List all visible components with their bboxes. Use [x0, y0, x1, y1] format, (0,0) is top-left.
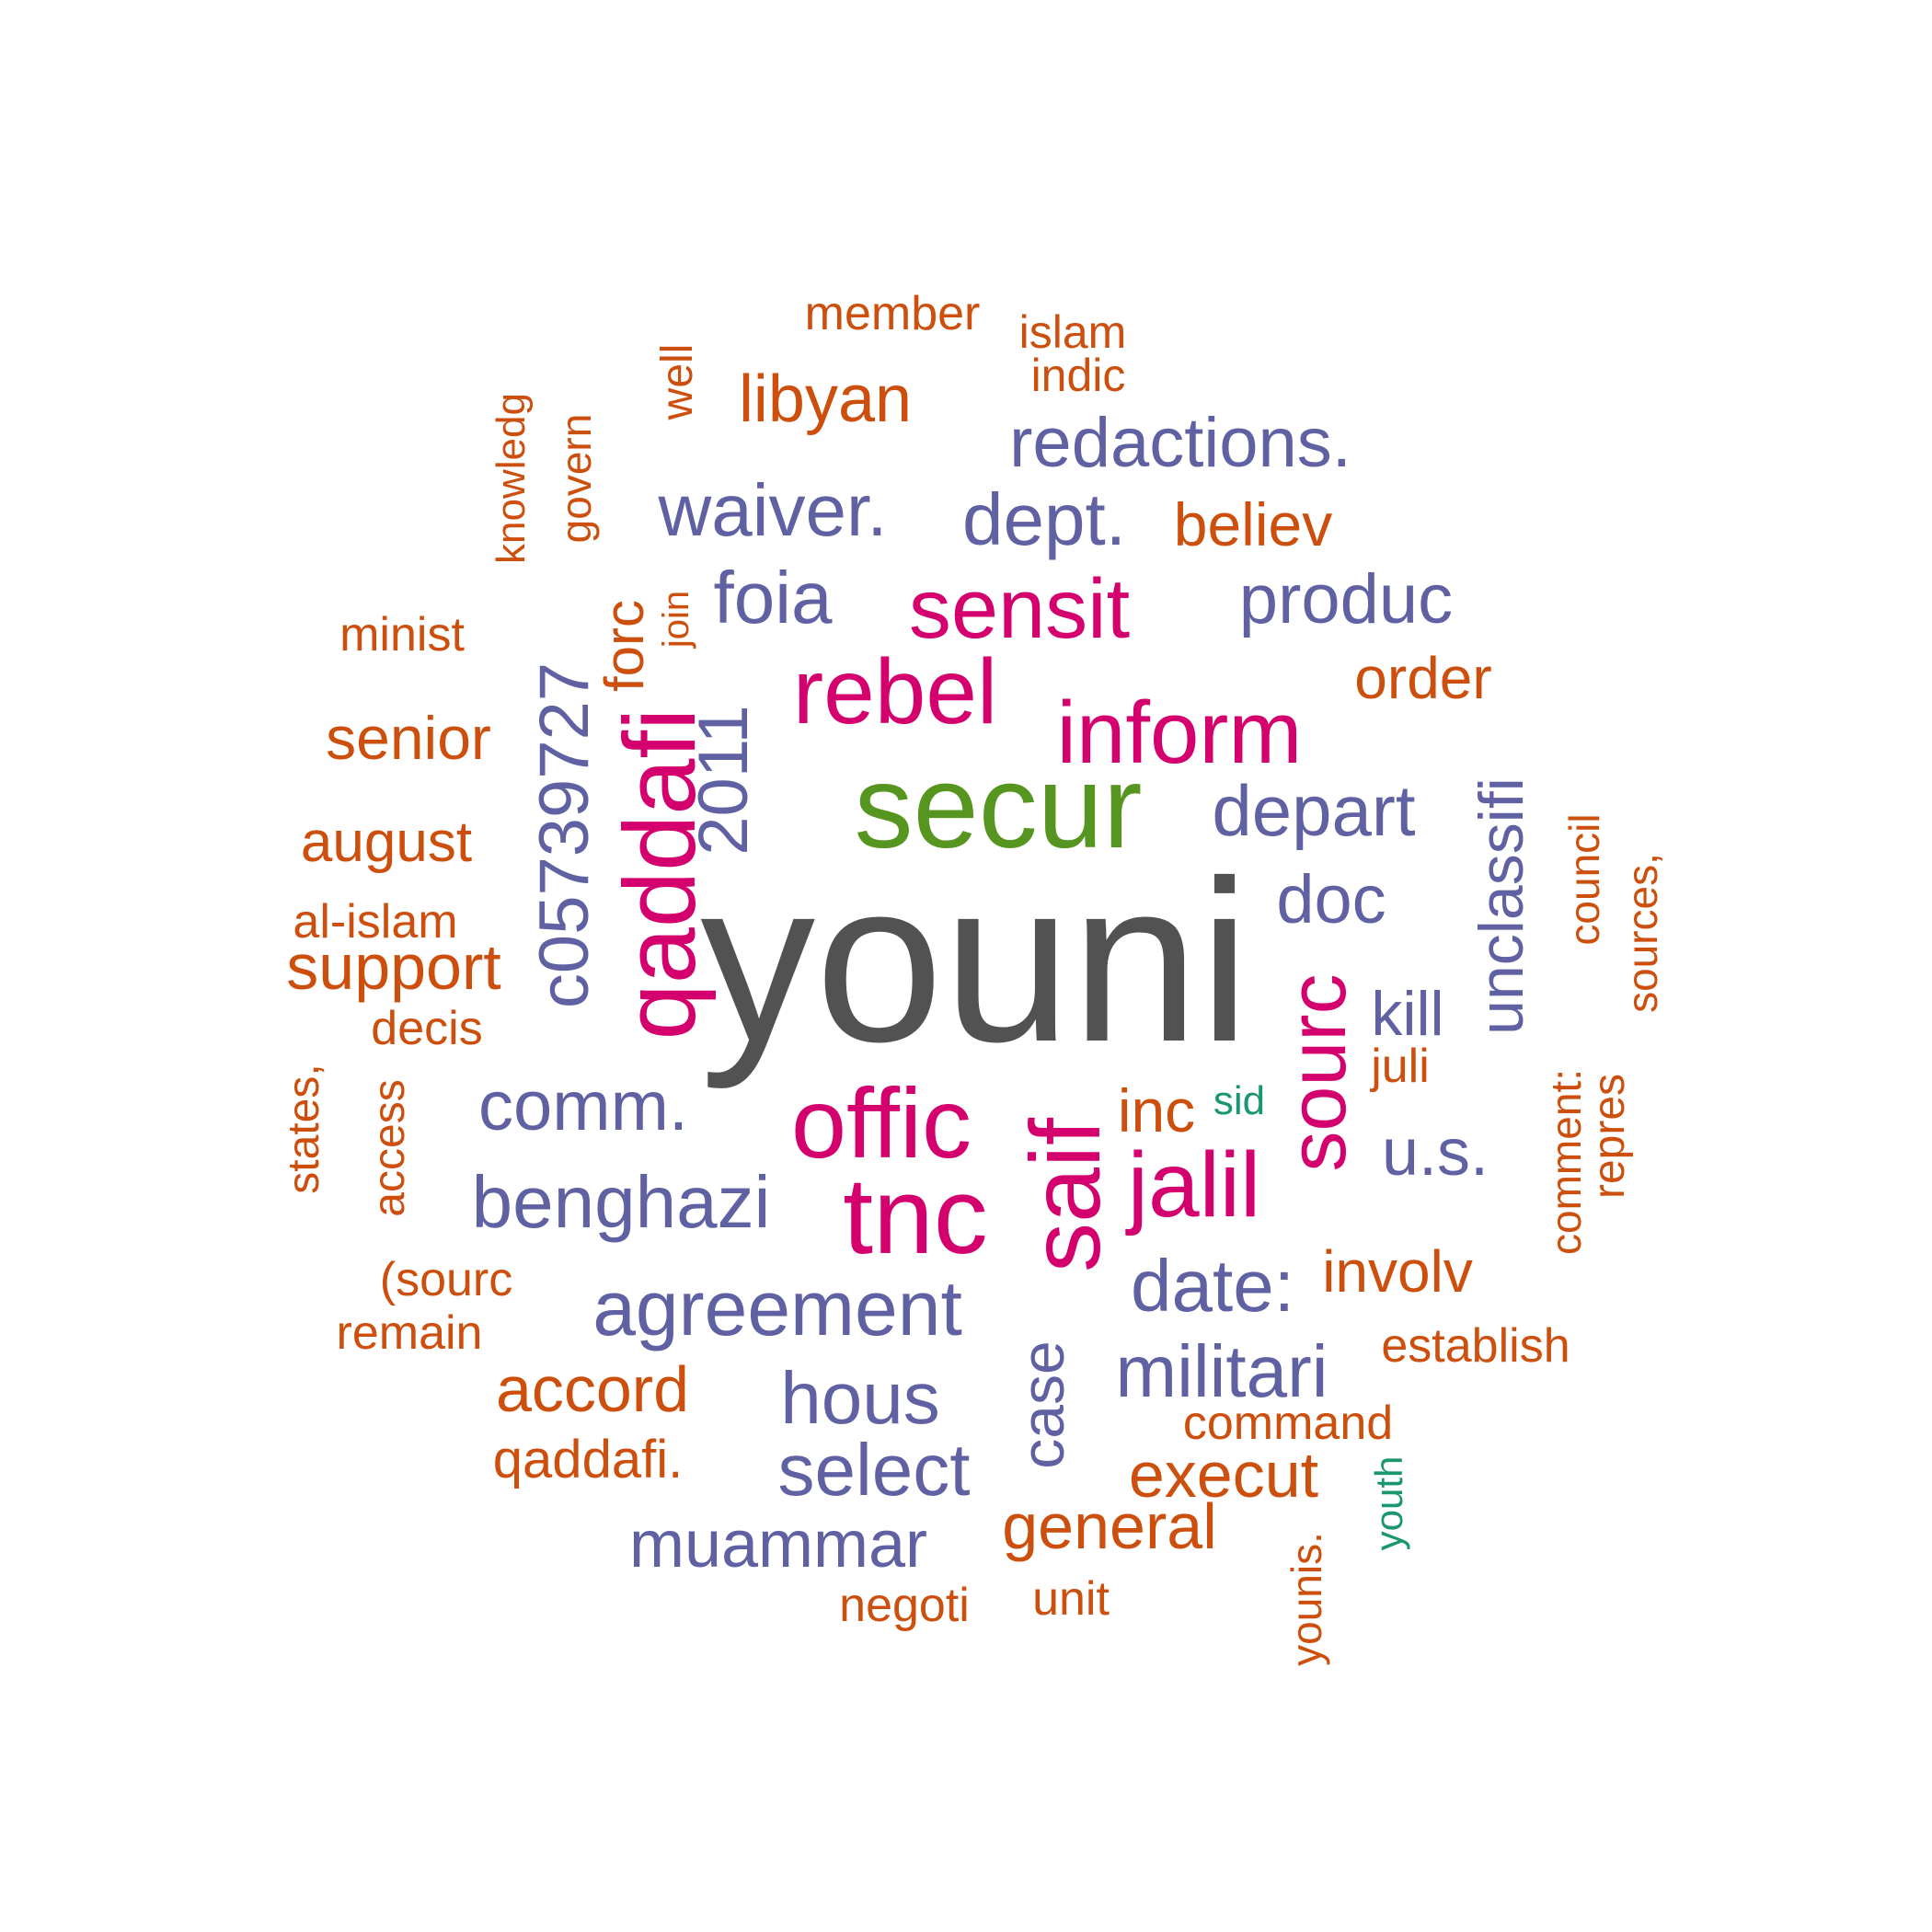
word-govern: govern — [552, 413, 600, 544]
word-us: u.s. — [1381, 1116, 1489, 1190]
word-forc: forc — [593, 599, 655, 693]
word-sourc: sourc — [1271, 973, 1363, 1172]
word-order: order — [1354, 645, 1492, 711]
word-saif: saif — [1009, 1117, 1121, 1273]
word-august: august — [300, 811, 473, 874]
word-tnc: tnc — [843, 1156, 988, 1277]
word-agreement: agreement — [592, 1265, 962, 1351]
word-establish: establish — [1381, 1319, 1570, 1373]
word-comment: comment: — [1542, 1069, 1590, 1255]
word-support: support — [286, 931, 501, 1003]
word-hous: hous — [780, 1357, 940, 1439]
word-remain: remain — [336, 1306, 483, 1360]
word-member: member — [804, 287, 981, 340]
word-juli: juli — [1371, 1040, 1430, 1093]
word-younis: younis. — [1282, 1532, 1330, 1666]
word-qaddafi: qaddafi. — [492, 1430, 684, 1489]
word-comm: comm. — [478, 1067, 688, 1145]
word-command: command — [1182, 1397, 1394, 1450]
word-date: date: — [1131, 1245, 1294, 1327]
word-benghazi: benghazi — [471, 1161, 771, 1243]
word-militari: militari — [1115, 1330, 1328, 1412]
word-council: council — [1560, 813, 1608, 946]
word-sid: sid — [1213, 1078, 1266, 1123]
word-repres: repres — [1585, 1073, 1634, 1200]
word-produc: produc — [1238, 560, 1454, 638]
word-general: general — [1002, 1490, 1217, 1562]
word-doc: doc — [1276, 861, 1386, 937]
word-islam: islam — [1018, 306, 1127, 358]
word-secur: secur — [854, 742, 1143, 873]
word-indic: indic — [1030, 350, 1126, 401]
word-muammar: muammar — [628, 1508, 928, 1581]
word-join: join — [656, 590, 696, 649]
word-access: access — [365, 1079, 414, 1217]
word-redactions: redactions. — [1009, 404, 1351, 482]
word-believ: believ — [1173, 490, 1333, 558]
word-waiver: waiver. — [658, 469, 888, 551]
word-unclassifi: unclassifi — [1466, 777, 1536, 1035]
word-2011: 2011 — [684, 705, 763, 856]
word-youni: youni — [700, 833, 1250, 1089]
word-sourc: (sourc — [379, 1253, 513, 1306]
word-execut: execut — [1128, 1439, 1319, 1511]
word-inc: inc — [1117, 1076, 1196, 1144]
word-sensit: sensit — [908, 562, 1131, 656]
word-dept: dept. — [962, 478, 1126, 560]
word-libyan: libyan — [738, 362, 913, 436]
word-al-islam: al-islam — [293, 895, 458, 949]
word-c05739727: c05739727 — [525, 661, 604, 1009]
word-states: states, — [280, 1064, 328, 1194]
word-depart: depart — [1212, 770, 1416, 851]
word-offic: offic — [790, 1067, 972, 1179]
word-decis: decis — [371, 1002, 483, 1055]
word-negoti: negoti — [839, 1579, 970, 1632]
word-rebel: rebel — [792, 640, 998, 743]
word-sources: sources, — [1618, 853, 1666, 1013]
word-senior: senior — [326, 704, 491, 772]
word-foia: foia — [713, 557, 833, 638]
word-minist: minist — [339, 608, 465, 661]
word-jalil: jalil — [1127, 1133, 1261, 1236]
word-kill: kill — [1371, 979, 1444, 1049]
word-youth: youth — [1367, 1455, 1410, 1551]
word-well: well — [653, 343, 702, 420]
word-unit: unit — [1032, 1572, 1110, 1626]
word-case: case — [1008, 1340, 1076, 1469]
word-inform: inform — [1056, 684, 1303, 782]
word-select: select — [777, 1429, 971, 1511]
word-knowledg: knowledg — [489, 393, 534, 564]
word-involv: involv — [1322, 1238, 1473, 1305]
word-accord: accord — [495, 1353, 690, 1425]
